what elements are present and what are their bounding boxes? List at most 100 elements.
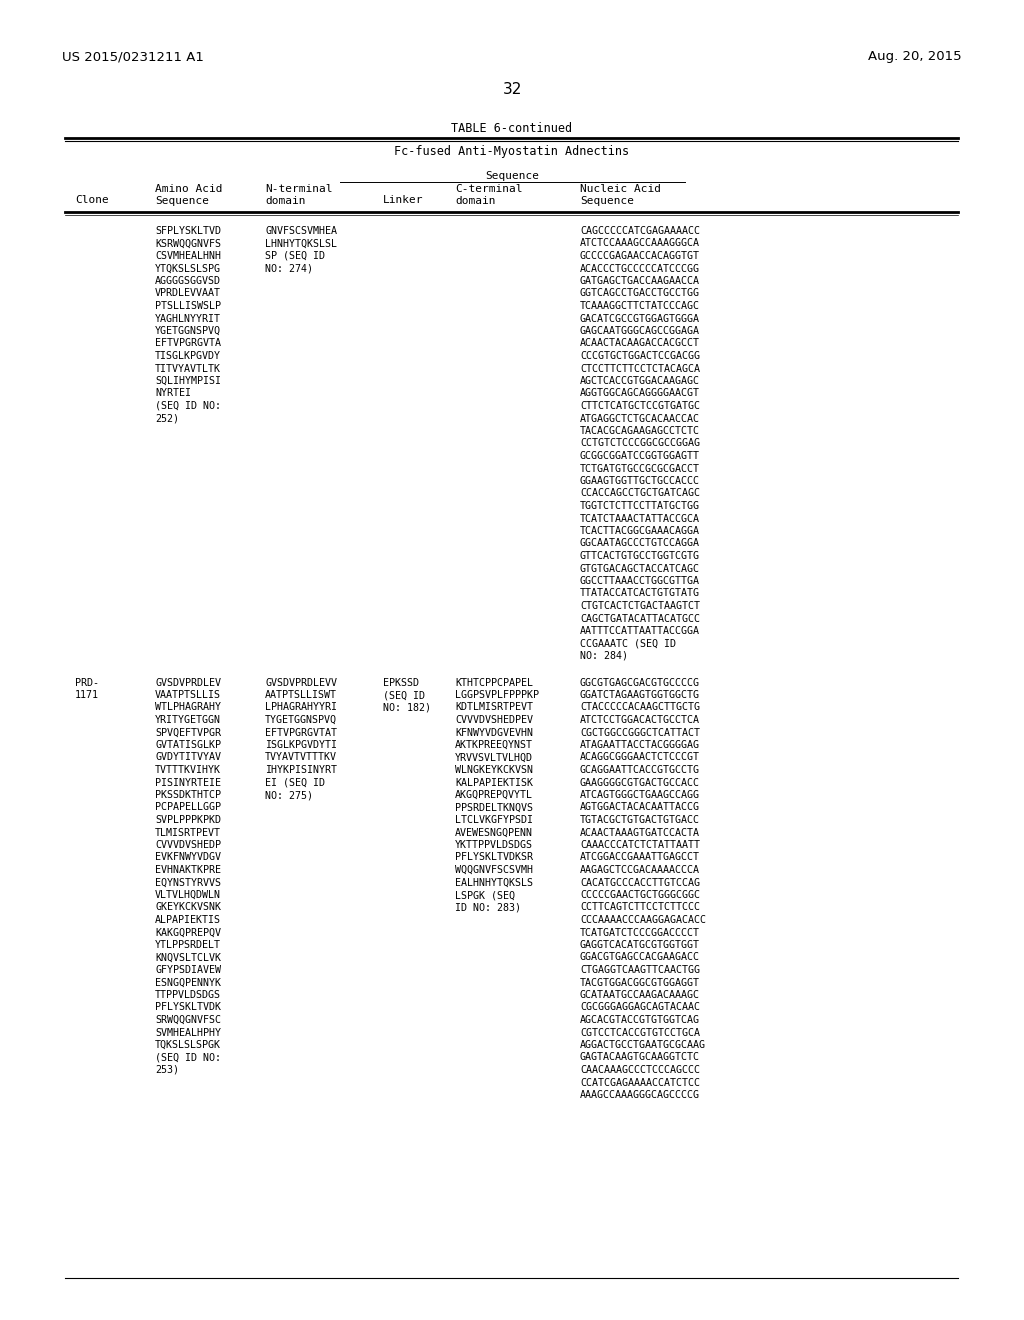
- Text: AAGAGCTCCGACAAAACCCA: AAGAGCTCCGACAAAACCCA: [580, 865, 700, 875]
- Text: AKGQPREPQVYTL: AKGQPREPQVYTL: [455, 789, 534, 800]
- Text: Aug. 20, 2015: Aug. 20, 2015: [868, 50, 962, 63]
- Text: AGGGGSGGVSD: AGGGGSGGVSD: [155, 276, 221, 286]
- Text: EALHNHYTQKSLS: EALHNHYTQKSLS: [455, 878, 534, 887]
- Text: SVPLPPPKPKD: SVPLPPPKPKD: [155, 814, 221, 825]
- Text: CSVMHEALHNH: CSVMHEALHNH: [155, 251, 221, 261]
- Text: CCCGTGCTGGACTCCGACGG: CCCGTGCTGGACTCCGACGG: [580, 351, 700, 360]
- Text: TACACGCAGAAGAGCCTCTC: TACACGCAGAAGAGCCTCTC: [580, 426, 700, 436]
- Text: YTQKSLSLSPG: YTQKSLSLSPG: [155, 264, 221, 273]
- Text: PPSRDELTKNQVS: PPSRDELTKNQVS: [455, 803, 534, 813]
- Text: ATCAGTGGGCTGAAGCCAGG: ATCAGTGGGCTGAAGCCAGG: [580, 789, 700, 800]
- Text: GFYPSDIAVEW: GFYPSDIAVEW: [155, 965, 221, 975]
- Text: CCTTCAGTCTTCCTCTTCCC: CCTTCAGTCTTCCTCTTCCC: [580, 903, 700, 912]
- Text: GVSDVPRDLEV: GVSDVPRDLEV: [155, 677, 221, 688]
- Text: PCPAPELLGGP: PCPAPELLGGP: [155, 803, 221, 813]
- Text: US 2015/0231211 A1: US 2015/0231211 A1: [62, 50, 204, 63]
- Text: AATPTSLLISWT: AATPTSLLISWT: [265, 690, 337, 700]
- Text: GAAGGGGCGTGACTGCCACC: GAAGGGGCGTGACTGCCACC: [580, 777, 700, 788]
- Text: CAAACCCATCTCTATTAATT: CAAACCCATCTCTATTAATT: [580, 840, 700, 850]
- Text: ATAGAATTACCTACGGGGAG: ATAGAATTACCTACGGGGAG: [580, 741, 700, 750]
- Text: AGGTGGCAGCAGGGGAACGT: AGGTGGCAGCAGGGGAACGT: [580, 388, 700, 399]
- Text: CAGCCCCCATCGAGAAAACC: CAGCCCCCATCGAGAAAACC: [580, 226, 700, 236]
- Text: GCAGGAATTCACCGTGCCTG: GCAGGAATTCACCGTGCCTG: [580, 766, 700, 775]
- Text: CGCTGGCCGGGCTCATTACT: CGCTGGCCGGGCTCATTACT: [580, 727, 700, 738]
- Text: NO: 274): NO: 274): [265, 264, 313, 273]
- Text: ESNGQPENNYK: ESNGQPENNYK: [155, 978, 221, 987]
- Text: GVTATISGLKP: GVTATISGLKP: [155, 741, 221, 750]
- Text: Nucleic Acid
Sequence: Nucleic Acid Sequence: [580, 183, 662, 206]
- Text: (SEQ ID NO:: (SEQ ID NO:: [155, 1052, 221, 1063]
- Text: TCAAAGGCTTCTATCCCAGC: TCAAAGGCTTCTATCCCAGC: [580, 301, 700, 312]
- Text: CCATCGAGAAAACCATCTCC: CCATCGAGAAAACCATCTCC: [580, 1077, 700, 1088]
- Text: PFLYSKLTVDKSR: PFLYSKLTVDKSR: [455, 853, 534, 862]
- Text: CVVVDVSHEDP: CVVVDVSHEDP: [155, 840, 221, 850]
- Text: EFTVPGRGVTAT: EFTVPGRGVTAT: [265, 727, 337, 738]
- Text: TVTTTKVIHYK: TVTTTKVIHYK: [155, 766, 221, 775]
- Text: 32: 32: [503, 82, 521, 96]
- Text: KALPAPIEKTISK: KALPAPIEKTISK: [455, 777, 534, 788]
- Text: Linker: Linker: [383, 195, 424, 205]
- Text: GACATCGCCGTGGAGTGGGA: GACATCGCCGTGGAGTGGGA: [580, 314, 700, 323]
- Text: CTGTCACTCTGACTAAGTCT: CTGTCACTCTGACTAAGTCT: [580, 601, 700, 611]
- Text: GGCCTTAAACCTGGCGTTGA: GGCCTTAAACCTGGCGTTGA: [580, 576, 700, 586]
- Text: ISGLKPGVDYTI: ISGLKPGVDYTI: [265, 741, 337, 750]
- Text: YRITYGETGGN: YRITYGETGGN: [155, 715, 221, 725]
- Text: AGGACTGCCTGAATGCGCAAG: AGGACTGCCTGAATGCGCAAG: [580, 1040, 706, 1049]
- Text: CCGAAATC (SEQ ID: CCGAAATC (SEQ ID: [580, 639, 676, 648]
- Text: YTLPPSRDELT: YTLPPSRDELT: [155, 940, 221, 950]
- Text: TABLE 6-continued: TABLE 6-continued: [452, 121, 572, 135]
- Text: YGETGGNSPVQ: YGETGGNSPVQ: [155, 326, 221, 337]
- Text: YAGHLNYYRIT: YAGHLNYYRIT: [155, 314, 221, 323]
- Text: CVVVDVSHEDPEV: CVVVDVSHEDPEV: [455, 715, 534, 725]
- Text: GCGGCGGATCCGGTGGAGTT: GCGGCGGATCCGGTGGAGTT: [580, 451, 700, 461]
- Text: VPRDLEVVAAT: VPRDLEVVAAT: [155, 289, 221, 298]
- Text: Fc-fused Anti-Myostatin Adnectins: Fc-fused Anti-Myostatin Adnectins: [394, 145, 630, 158]
- Text: GNVFSCSVMHEA: GNVFSCSVMHEA: [265, 226, 337, 236]
- Text: ATCTCCAAAGCCAAAGGGCA: ATCTCCAAAGCCAAAGGGCA: [580, 239, 700, 248]
- Text: KSRWQQGNVFS: KSRWQQGNVFS: [155, 239, 221, 248]
- Text: ACAACTAAAGTGATCCACTA: ACAACTAAAGTGATCCACTA: [580, 828, 700, 837]
- Text: Sequence: Sequence: [485, 172, 539, 181]
- Text: GGTCAGCCTGACCTGCCTGG: GGTCAGCCTGACCTGCCTGG: [580, 289, 700, 298]
- Text: AGCACGTACCGTGTGGTCAG: AGCACGTACCGTGTGGTCAG: [580, 1015, 700, 1026]
- Text: WQQGNVFSCSVMH: WQQGNVFSCSVMH: [455, 865, 534, 875]
- Text: SQLIHYMPISI: SQLIHYMPISI: [155, 376, 221, 385]
- Text: GGCAATAGCCCTGTCCAGGA: GGCAATAGCCCTGTCCAGGA: [580, 539, 700, 549]
- Text: CAGCTGATACATTACATGCC: CAGCTGATACATTACATGCC: [580, 614, 700, 623]
- Text: YKTTPPVLDSDGS: YKTTPPVLDSDGS: [455, 840, 534, 850]
- Text: TGGTCTCTTCCTTATGCTGG: TGGTCTCTTCCTTATGCTGG: [580, 502, 700, 511]
- Text: SVMHEALHPHY: SVMHEALHPHY: [155, 1027, 221, 1038]
- Text: NO: 275): NO: 275): [265, 789, 313, 800]
- Text: KNQVSLTCLVK: KNQVSLTCLVK: [155, 953, 221, 962]
- Text: NO: 284): NO: 284): [580, 651, 628, 661]
- Text: GTGTGACAGCTACCATCAGC: GTGTGACAGCTACCATCAGC: [580, 564, 700, 573]
- Text: Amino Acid
Sequence: Amino Acid Sequence: [155, 183, 222, 206]
- Text: AATTTCCATTAATTACCGGA: AATTTCCATTAATTACCGGA: [580, 626, 700, 636]
- Text: AKTKPREEQYNST: AKTKPREEQYNST: [455, 741, 534, 750]
- Text: TTATACCATCACTGTGTATG: TTATACCATCACTGTGTATG: [580, 589, 700, 598]
- Text: YRVVSVLTVLHQD: YRVVSVLTVLHQD: [455, 752, 534, 763]
- Text: VLTVLHQDWLN: VLTVLHQDWLN: [155, 890, 221, 900]
- Text: TCATGATCTCCCGGACCCCT: TCATGATCTCCCGGACCCCT: [580, 928, 700, 937]
- Text: LPHAGRAHYYRI: LPHAGRAHYYRI: [265, 702, 337, 713]
- Text: GCATAATGCCAAGACAAAGC: GCATAATGCCAAGACAAAGC: [580, 990, 700, 1001]
- Text: EVHNAKTKPRE: EVHNAKTKPRE: [155, 865, 221, 875]
- Text: NYRTEI: NYRTEI: [155, 388, 191, 399]
- Text: AGTGGACTACACAATTACCG: AGTGGACTACACAATTACCG: [580, 803, 700, 813]
- Text: TCATCTAAACTATTACCGCA: TCATCTAAACTATTACCGCA: [580, 513, 700, 524]
- Text: ACAACTACAAGACCACGCCT: ACAACTACAAGACCACGCCT: [580, 338, 700, 348]
- Text: LTCLVKGFYPSDI: LTCLVKGFYPSDI: [455, 814, 534, 825]
- Text: EVKFNWYVDGV: EVKFNWYVDGV: [155, 853, 221, 862]
- Text: CGTCCTCACCGTGTCCTGCA: CGTCCTCACCGTGTCCTGCA: [580, 1027, 700, 1038]
- Text: CTACCCCCACAAGCTTGCTG: CTACCCCCACAAGCTTGCTG: [580, 702, 700, 713]
- Text: C-terminal
domain: C-terminal domain: [455, 183, 522, 206]
- Text: (SEQ ID NO:: (SEQ ID NO:: [155, 401, 221, 411]
- Text: ATGAGGCTCTGCACAACCAC: ATGAGGCTCTGCACAACCAC: [580, 413, 700, 424]
- Text: AGCTCACCGTGGACAAGAGC: AGCTCACCGTGGACAAGAGC: [580, 376, 700, 385]
- Text: 1171: 1171: [75, 690, 99, 700]
- Text: TISGLKPGVDY: TISGLKPGVDY: [155, 351, 221, 360]
- Text: EPKSSD: EPKSSD: [383, 677, 419, 688]
- Text: IHYKPISINYRT: IHYKPISINYRT: [265, 766, 337, 775]
- Text: TCTGATGTGCCGCGCGACCT: TCTGATGTGCCGCGCGACCT: [580, 463, 700, 474]
- Text: KDTLMISRTPEVT: KDTLMISRTPEVT: [455, 702, 534, 713]
